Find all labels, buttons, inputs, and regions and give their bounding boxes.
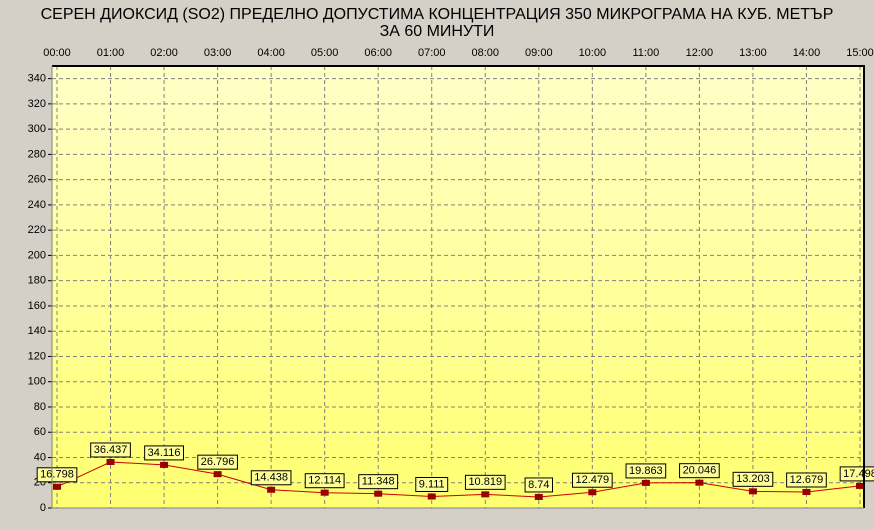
data-point xyxy=(320,489,329,496)
data-label-box xyxy=(197,454,238,470)
x-tick-label: 07:00 xyxy=(418,47,446,59)
data-point xyxy=(160,461,169,468)
data-point xyxy=(748,488,757,495)
data-point xyxy=(695,479,704,486)
data-label-box xyxy=(839,466,874,482)
data-label-box xyxy=(90,442,131,458)
data-label-box xyxy=(36,467,78,483)
data-label-box xyxy=(625,463,667,479)
data-label: 19.863 xyxy=(629,465,663,477)
y-tick-label: 100 xyxy=(28,376,46,388)
y-tick-label: 280 xyxy=(28,148,46,160)
data-label-box xyxy=(524,477,554,493)
data-point xyxy=(267,486,276,493)
y-tick-label: 240 xyxy=(28,199,46,211)
data-label: 26.796 xyxy=(201,456,235,468)
data-point xyxy=(588,489,597,496)
data-label: 8.74 xyxy=(528,479,549,491)
data-label-box xyxy=(732,471,774,487)
chart-subtitle: ЗА 60 МИНУТИ xyxy=(380,23,495,40)
data-line xyxy=(56,461,861,498)
x-tick-label: 06:00 xyxy=(364,47,392,59)
x-tick-label: 05:00 xyxy=(311,47,339,59)
data-label: 34.116 xyxy=(148,447,181,459)
y-tick-label: 340 xyxy=(28,73,46,85)
data-point xyxy=(856,482,864,489)
y-tick-label: 260 xyxy=(28,174,46,186)
y-tick-label: 320 xyxy=(28,98,46,110)
data-label-box xyxy=(250,470,292,486)
data-label-box xyxy=(786,472,827,488)
x-tick-label: 12:00 xyxy=(686,47,714,59)
data-point xyxy=(534,493,543,500)
data-label-box xyxy=(358,474,399,490)
y-tick-label: 0 xyxy=(40,502,46,514)
data-point xyxy=(374,490,383,497)
y-tick-label: 40 xyxy=(34,451,46,463)
x-tick-label: 11:00 xyxy=(633,47,660,59)
x-tick-label: 02:00 xyxy=(150,47,178,59)
data-label: 13.203 xyxy=(736,473,770,485)
data-label-box xyxy=(304,473,345,489)
data-label: 17.498 xyxy=(843,468,874,480)
data-point xyxy=(802,488,811,495)
y-tick-label: 180 xyxy=(28,275,46,287)
y-tick-label: 120 xyxy=(28,350,46,362)
plot-area xyxy=(52,66,864,508)
data-point xyxy=(427,493,436,500)
data-label-box xyxy=(464,474,506,490)
x-tick-label: 15:00 xyxy=(846,47,874,59)
x-tick-label: 00:00 xyxy=(43,47,71,59)
x-tick-label: 08:00 xyxy=(472,47,500,59)
data-label: 12.679 xyxy=(790,474,824,486)
y-tick-label: 300 xyxy=(28,123,46,135)
y-tick-label: 140 xyxy=(28,325,46,337)
data-point xyxy=(641,479,650,486)
x-tick-label: 03:00 xyxy=(204,47,232,59)
data-point xyxy=(53,483,61,490)
y-tick-label: 160 xyxy=(28,300,46,312)
data-label-box xyxy=(144,445,184,461)
data-label-box xyxy=(415,476,449,492)
data-point xyxy=(106,458,115,465)
plot-border xyxy=(51,66,864,509)
x-tick-label: 09:00 xyxy=(525,47,553,59)
data-label-box xyxy=(572,472,613,488)
data-point xyxy=(481,491,490,498)
data-label-box xyxy=(679,463,720,479)
data-label: 12.114 xyxy=(308,475,341,487)
x-tick-label: 13:00 xyxy=(739,47,767,59)
x-tick-label: 10:00 xyxy=(579,47,607,59)
data-label: 10.819 xyxy=(468,476,502,488)
y-tick-label: 220 xyxy=(28,224,46,236)
plot-border xyxy=(52,65,865,508)
x-tick-label: 04:00 xyxy=(257,47,285,59)
x-tick-label: 01:00 xyxy=(97,47,125,59)
data-label: 9.111 xyxy=(419,478,445,490)
data-label: 36.437 xyxy=(94,444,128,456)
data-label: 12.479 xyxy=(576,474,610,486)
data-label: 16.798 xyxy=(40,469,74,481)
y-tick-label: 80 xyxy=(34,401,46,413)
chart-title: СЕРЕН ДИОКСИД (SO2) ПРЕДЕЛНО ДОПУСТИМА К… xyxy=(41,6,834,23)
data-label: 11.348 xyxy=(362,476,395,488)
y-tick-label: 60 xyxy=(34,426,46,438)
data-label: 14.438 xyxy=(254,472,288,484)
x-tick-label: 14:00 xyxy=(793,47,821,59)
y-tick-label: 200 xyxy=(28,249,46,261)
data-label: 20.046 xyxy=(683,465,717,477)
data-point xyxy=(213,471,222,478)
